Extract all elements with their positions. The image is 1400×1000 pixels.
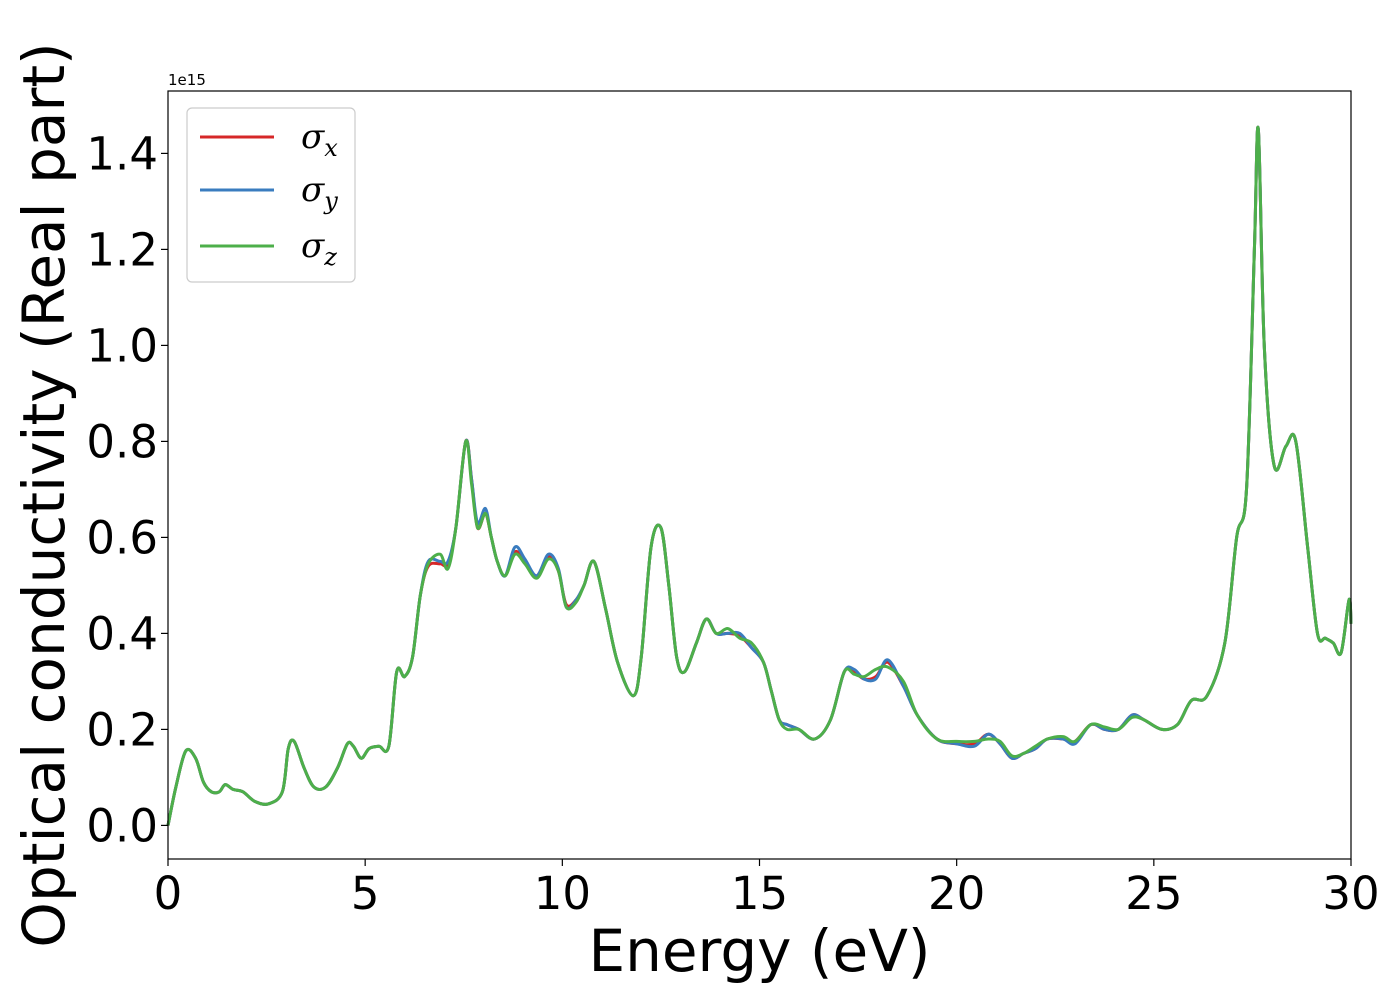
y-tick-label: 0.0 <box>86 799 158 852</box>
y-axis-title: Optical conductivity (Real part) <box>10 42 78 947</box>
ticks-layer: 0 5 10 15 20 25 30 0.0 0.2 0.4 0.6 0.8 1.0 1.2 1.4 <box>86 127 1379 920</box>
y-tick-label: 1.0 <box>86 319 158 372</box>
x-tick-label: 20 <box>928 867 985 920</box>
x-tick-label: 5 <box>351 867 380 920</box>
legend-box <box>186 107 356 283</box>
x-axis-title: Energy (eV) <box>588 917 930 985</box>
x-tick-label: 10 <box>534 867 591 920</box>
y-tick-label: 0.8 <box>86 415 158 468</box>
legend-label-x: σx <box>301 117 338 162</box>
y-tick-label: 0.4 <box>86 607 158 660</box>
y-offset-label: 1e15 <box>168 71 206 89</box>
x-tick-label: 15 <box>731 867 788 920</box>
y-tick-label: 0.6 <box>86 511 158 564</box>
series-line-z <box>166 125 1353 826</box>
legend: σx σy σz <box>186 107 356 283</box>
y-tick-label: 1.4 <box>86 127 158 180</box>
legend-label-z: σz <box>301 226 337 271</box>
y-tick-label: 1.2 <box>86 223 158 276</box>
series-layer <box>166 125 1353 826</box>
x-tick-label: 30 <box>1322 867 1379 920</box>
legend-label-y: σy <box>301 170 338 215</box>
x-tick-label: 25 <box>1125 867 1182 920</box>
y-tick-label: 0.2 <box>86 703 158 756</box>
x-tick-label: 0 <box>154 867 183 920</box>
